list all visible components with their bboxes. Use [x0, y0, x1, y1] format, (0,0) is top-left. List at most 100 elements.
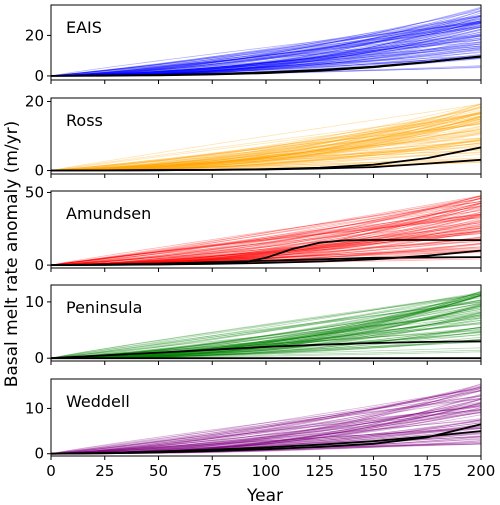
ensemble-line [51, 57, 481, 77]
ensemble-line [51, 295, 481, 359]
ensemble-line [51, 113, 481, 171]
ensemble-line [51, 227, 481, 266]
x-tick-label: 50 [149, 462, 168, 480]
panel-title: Weddell [66, 392, 130, 411]
ensemble-line [51, 19, 481, 77]
ensemble-line [51, 412, 481, 455]
ensemble-line [51, 120, 481, 171]
ensemble-line [51, 34, 481, 77]
ensemble-line [51, 300, 481, 359]
ensemble-line [51, 6, 481, 77]
ensemble-line [51, 112, 481, 171]
ensemble-line [51, 108, 481, 171]
ensemble-line [51, 222, 481, 266]
ensemble-line [51, 18, 481, 77]
ensemble-line [51, 314, 481, 359]
ensemble-line [51, 388, 481, 455]
y-tick-label: 0 [34, 445, 44, 463]
ensemble-line [51, 291, 481, 359]
ensemble-line [51, 14, 481, 77]
ensemble-line [51, 127, 481, 171]
y-tick-label: 50 [25, 183, 44, 201]
ensemble-line [51, 326, 481, 359]
ensemble-line [51, 106, 481, 171]
ensemble-line [51, 209, 481, 266]
ensemble-line [51, 412, 481, 455]
ensemble-line [51, 202, 481, 266]
ensemble-line [51, 409, 481, 455]
ensemble-line [51, 427, 481, 455]
ensemble-line [51, 418, 481, 455]
ensemble-line [51, 389, 481, 455]
ensemble-line [51, 200, 481, 266]
highlight-line [51, 158, 481, 172]
ensemble-line [51, 196, 481, 266]
ensemble-line [51, 198, 481, 266]
ensemble-line [51, 15, 481, 77]
x-tick-label: 25 [95, 462, 114, 480]
ensemble-line [51, 226, 481, 266]
ensemble-line [51, 16, 481, 77]
ensemble-line [51, 128, 481, 171]
ensemble-line [51, 43, 481, 77]
ensemble-line [51, 305, 481, 359]
ensemble-line [51, 21, 481, 77]
ensemble-line [51, 112, 481, 171]
ensemble-line [51, 341, 481, 359]
x-tick-label: 125 [305, 462, 334, 480]
ensemble-line [51, 222, 481, 266]
ensemble-line [51, 219, 481, 266]
ensemble-line [51, 210, 481, 266]
plot-area [51, 383, 481, 455]
ensemble-line [51, 404, 481, 455]
x-tick-label: 100 [252, 462, 281, 480]
ensemble-line [51, 123, 481, 171]
ensemble-line [51, 402, 481, 455]
ensemble-line [51, 397, 481, 455]
panel-title: EAIS [66, 18, 102, 37]
ensemble-line [51, 323, 481, 359]
ensemble-line [51, 35, 481, 77]
ensemble-line [51, 231, 481, 266]
ensemble-line [51, 143, 481, 171]
ensemble-line [51, 327, 481, 359]
highlight-line [51, 430, 481, 455]
ensemble-line [51, 122, 481, 171]
ensemble-line [51, 301, 481, 359]
ensemble-line [51, 22, 481, 77]
ensemble-line [51, 118, 481, 171]
ensemble-line [51, 21, 481, 77]
ensemble-line [51, 106, 481, 171]
ensemble-line [51, 409, 481, 455]
ensemble-line [51, 293, 481, 359]
y-tick-label: 0 [34, 349, 44, 367]
ensemble-line [51, 117, 481, 171]
ensemble-line [51, 214, 481, 266]
ensemble-line [51, 302, 481, 359]
ensemble-line [51, 395, 481, 455]
ensemble-line [51, 128, 481, 171]
panel-amundsen: 0 50 Amundsen [25, 183, 482, 274]
ensemble-line [51, 140, 481, 171]
ensemble-line [51, 384, 481, 455]
ensemble-line [51, 311, 481, 359]
ensemble-line [51, 195, 481, 266]
ensemble-line [51, 26, 481, 77]
ensemble-line [51, 125, 481, 171]
y-tick-label: 10 [25, 399, 44, 417]
ensemble-line [51, 129, 481, 171]
ensemble-line [51, 113, 481, 171]
ensemble-line [51, 115, 481, 171]
ensemble-line [51, 394, 481, 455]
ensemble-line [51, 22, 481, 77]
ensemble-line [51, 15, 481, 77]
ensemble-line [51, 45, 481, 77]
y-tick-label: 0 [34, 162, 44, 180]
ensemble-line [51, 295, 481, 359]
ensemble-line [51, 297, 481, 359]
panels-layer: 0 20 EAIS 0 20 Ross 0 50 Amundsen 0 10 Peninsula 0 10… [25, 4, 495, 480]
ensemble-line [51, 347, 481, 359]
ensemble-line [51, 117, 481, 171]
ensemble-line [51, 292, 481, 359]
panel-peninsula: 0 10 Peninsula [25, 284, 482, 367]
